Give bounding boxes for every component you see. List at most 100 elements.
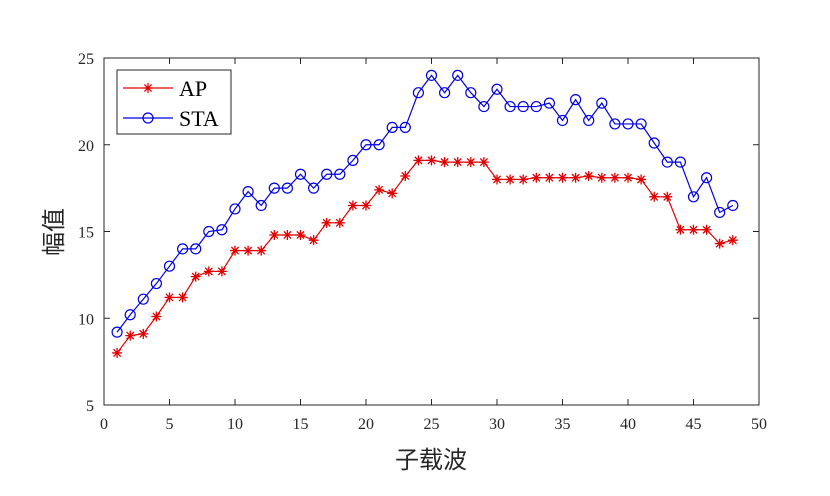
x-tick-label: 40 [620, 416, 636, 433]
x-tick-label: 20 [358, 416, 374, 433]
data-point-ap [675, 224, 686, 235]
data-point-ap [256, 245, 267, 256]
data-point-ap [518, 174, 529, 185]
data-point-ap [125, 330, 136, 341]
data-point-ap [636, 174, 647, 185]
data-point-ap [216, 266, 227, 277]
data-point-sta [268, 182, 280, 194]
data-point-ap [361, 200, 371, 211]
data-point-sta [583, 114, 595, 127]
data-point-sta [530, 100, 542, 113]
data-point-ap [478, 157, 489, 168]
data-point-ap [465, 157, 476, 168]
data-point-sta [700, 172, 713, 184]
data-point-ap [727, 235, 738, 246]
data-point-ap [505, 174, 516, 185]
series-line-ap [116, 159, 733, 354]
data-point-sta [569, 94, 582, 106]
data-point-ap [662, 191, 673, 202]
x-tick-label: 25 [424, 416, 440, 433]
data-point-sta [229, 203, 241, 215]
data-point-ap [230, 245, 240, 256]
x-tick-label: 15 [293, 416, 309, 433]
data-point-ap [308, 235, 319, 246]
data-point-ap [714, 238, 725, 249]
data-point-sta [478, 100, 490, 113]
y-tick-label: 10 [78, 311, 94, 328]
data-point-sta [347, 154, 359, 166]
data-point-sta [281, 182, 293, 194]
data-point-sta [308, 182, 320, 194]
data-point-ap [688, 224, 699, 235]
data-point-sta [294, 168, 307, 180]
data-point-sta [373, 139, 385, 151]
data-point-ap [321, 217, 332, 228]
data-point-sta [360, 139, 372, 151]
data-point-sta [609, 118, 621, 130]
data-point-ap [701, 224, 712, 235]
data-point-ap [347, 200, 358, 211]
legend-marker-ap [143, 83, 153, 93]
data-point-sta [491, 83, 503, 95]
data-point-sta [163, 260, 176, 272]
data-point-ap [190, 271, 201, 282]
data-point-sta [635, 118, 647, 130]
data-point-sta [648, 137, 660, 149]
data-point-sta [727, 199, 739, 212]
y-tick-label: 25 [78, 51, 94, 68]
x-tick-label: 0 [100, 416, 108, 433]
data-point-ap [387, 188, 398, 199]
data-point-ap [452, 157, 463, 168]
data-point-sta [452, 69, 464, 81]
data-point-sta [543, 97, 556, 109]
data-point-ap [492, 174, 502, 185]
data-point-ap [413, 155, 424, 166]
data-point-sta [439, 87, 451, 99]
data-point-ap [151, 311, 162, 322]
legend-label-sta: STA [179, 106, 219, 131]
series-line-sta [116, 74, 734, 333]
x-tick-label: 45 [686, 416, 702, 433]
data-point-ap [138, 328, 149, 339]
data-point-sta [334, 168, 346, 180]
x-tick-label: 35 [555, 416, 571, 433]
data-point-sta [465, 87, 477, 99]
x-tick-label: 50 [751, 416, 767, 433]
data-point-ap [282, 229, 293, 240]
data-point-ap [400, 170, 411, 181]
data-point-ap [112, 347, 123, 358]
data-point-sta [425, 69, 438, 81]
data-point-ap [609, 172, 620, 183]
data-point-sta [504, 100, 516, 113]
data-point-sta [124, 309, 136, 321]
data-point-sta [661, 156, 673, 168]
data-point-sta [321, 168, 333, 180]
data-point-ap [570, 172, 581, 183]
data-point-ap [439, 157, 450, 168]
data-point-ap [295, 229, 306, 240]
data-point-ap [243, 245, 254, 256]
legend-label-ap: AP [179, 76, 207, 101]
data-point-sta [137, 293, 149, 305]
y-tick-label: 15 [78, 225, 94, 242]
x-tick-label: 5 [166, 416, 174, 433]
data-point-ap [557, 172, 568, 183]
data-point-sta [622, 118, 634, 130]
y-axis-label: 幅值 [40, 208, 68, 256]
plot-area [103, 57, 760, 406]
data-point-ap [649, 191, 660, 202]
y-tick-label: 5 [86, 398, 94, 415]
data-point-sta [517, 100, 529, 113]
data-point-sta [255, 199, 267, 212]
data-point-ap [374, 184, 385, 195]
data-point-sta [674, 156, 687, 168]
data-point-sta [687, 191, 700, 203]
y-tick-label: 20 [78, 138, 94, 155]
data-point-sta [386, 121, 398, 134]
data-point-sta [556, 114, 569, 127]
data-point-ap [583, 170, 594, 181]
data-point-sta [150, 277, 162, 290]
data-point-sta [714, 206, 726, 219]
